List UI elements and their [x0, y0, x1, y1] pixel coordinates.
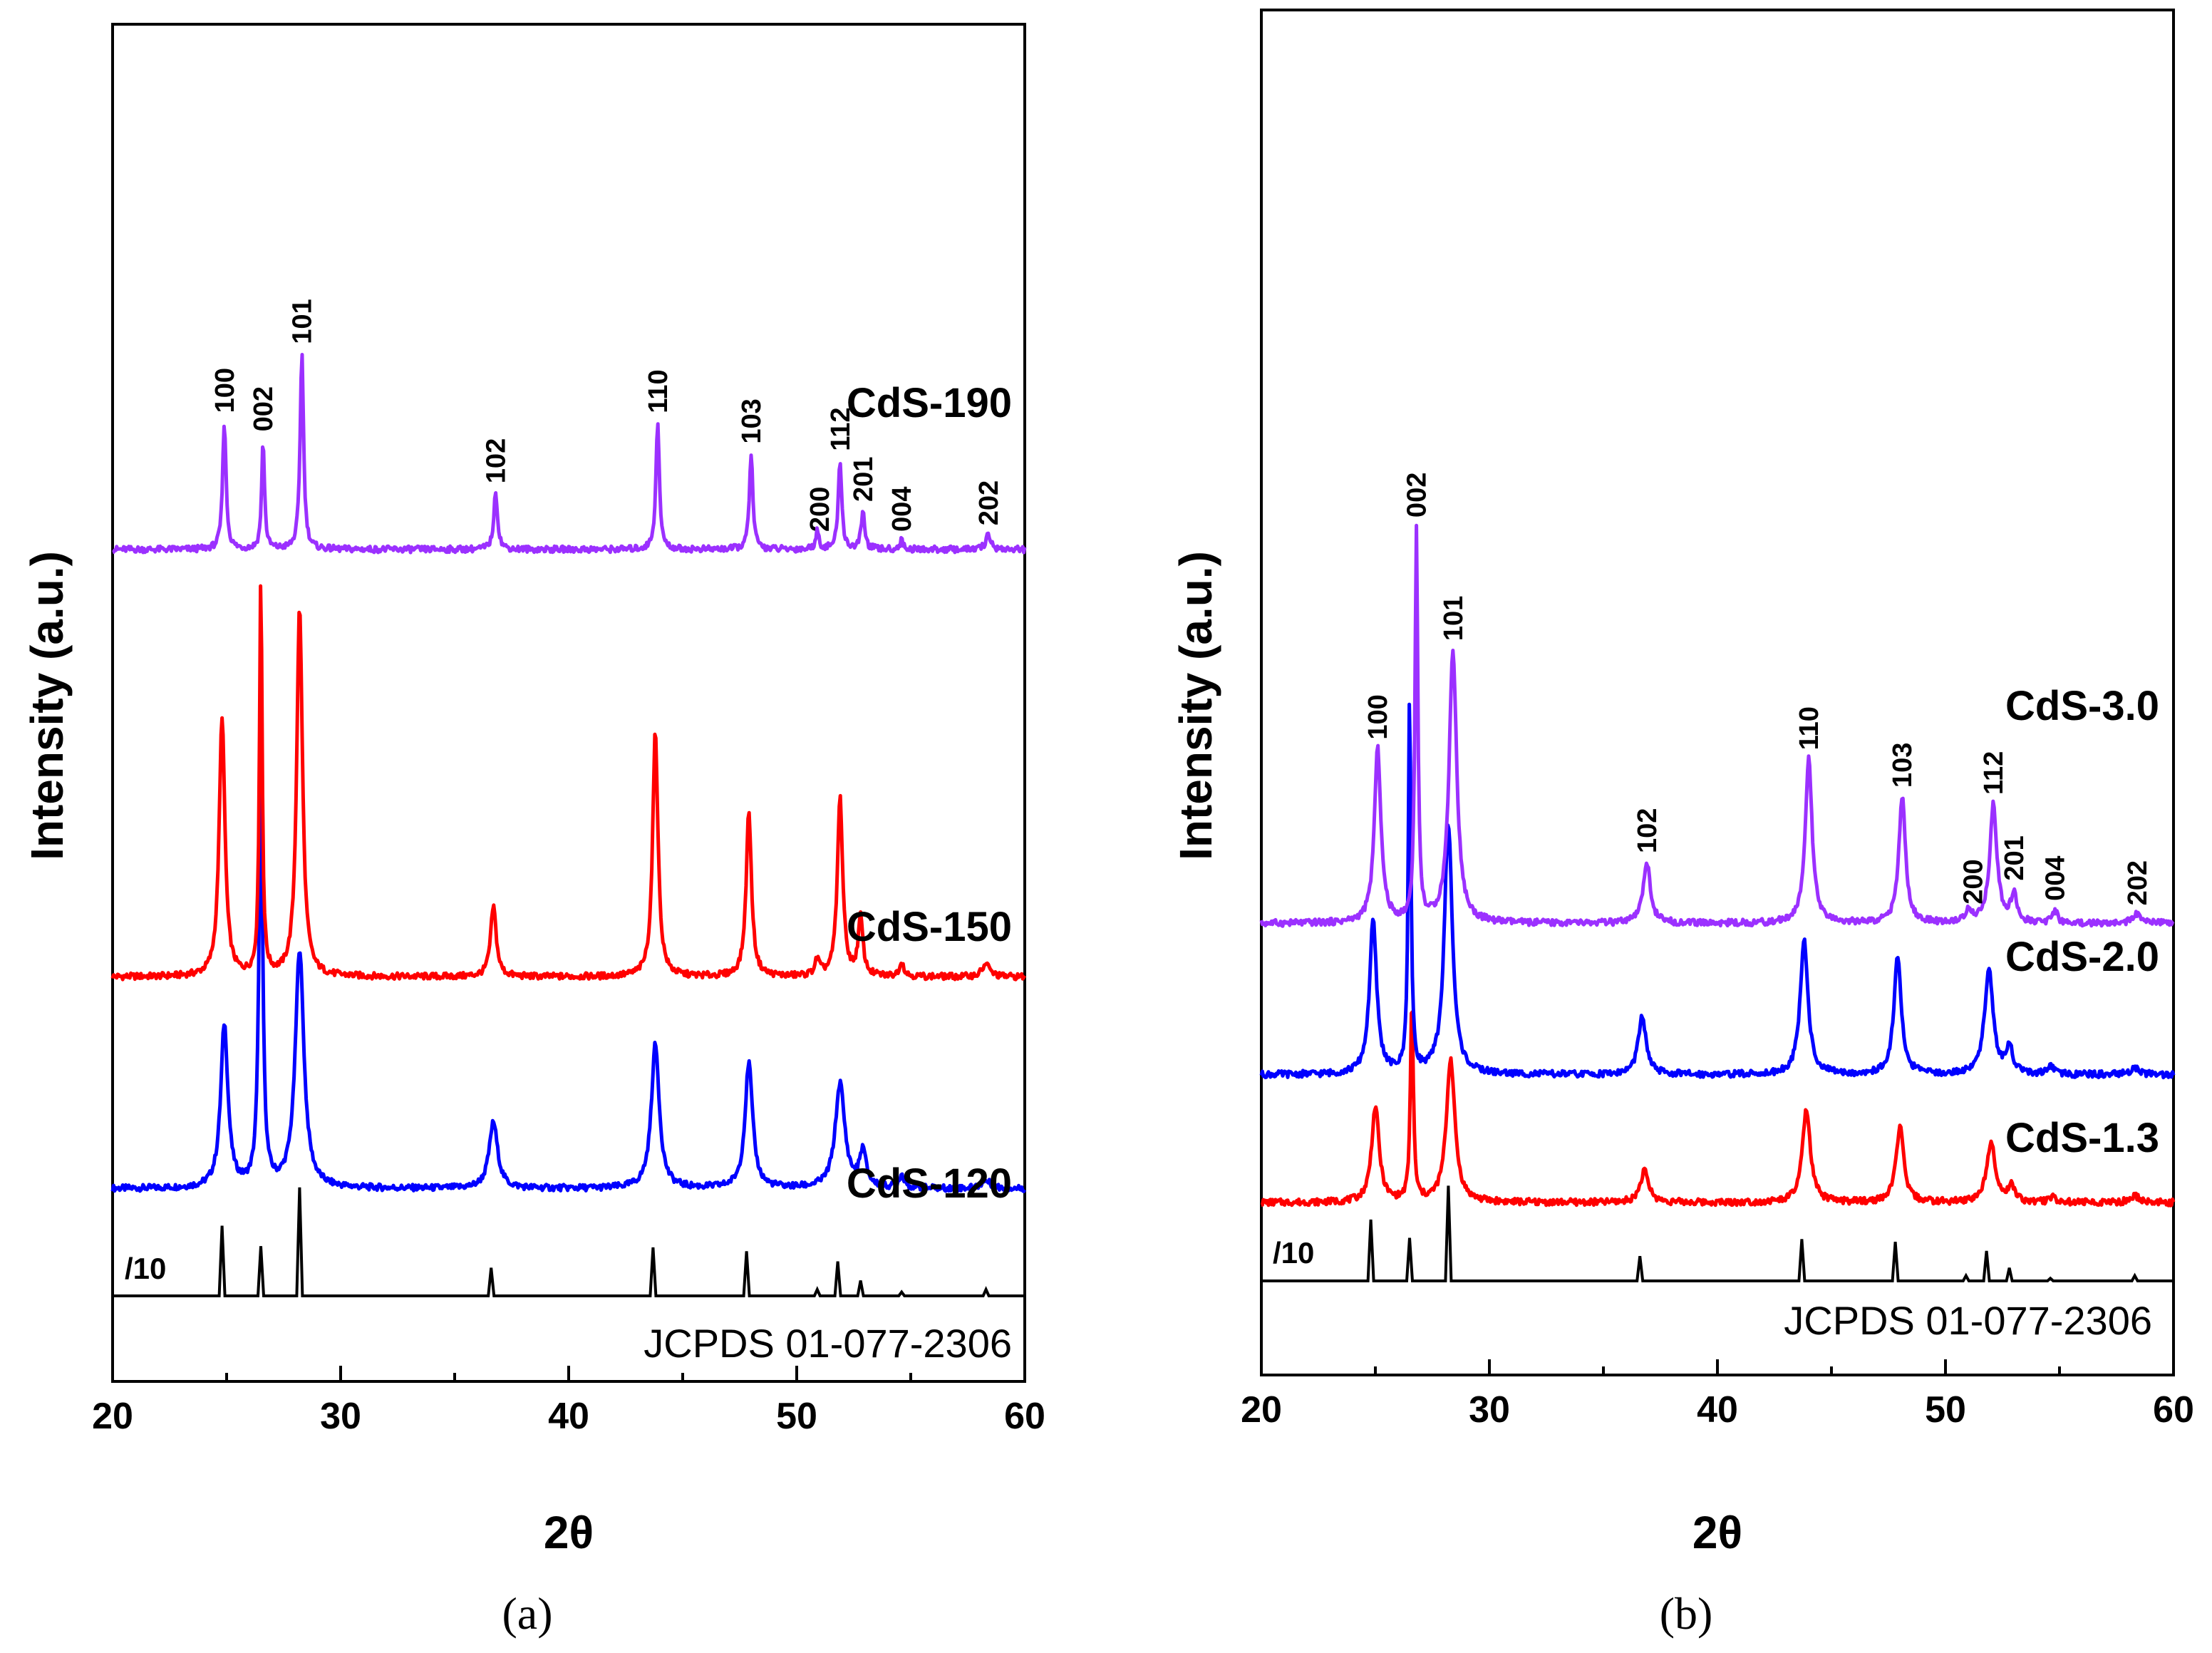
panel-b: 100 002 101 102 110 103 200 112 201 004 202 20 30 40…: [1170, 9, 2194, 1639]
x-axis-label: 2θ: [544, 1507, 594, 1558]
x-tick-label: 30: [1469, 1389, 1510, 1431]
hkl-label-202: 202: [2123, 860, 2153, 905]
series-label-cds-150: CdS-150: [847, 904, 1012, 950]
x-tick-label: 50: [776, 1396, 817, 1437]
series-label-cds-120: CdS-120: [847, 1160, 1012, 1207]
hkl-label-102: 102: [1633, 808, 1663, 853]
panel-a: 100 002 101 102 110 103 200 112 201 004 202 20 30 40…: [21, 23, 1045, 1639]
reference-scale: /10: [1273, 1236, 1314, 1270]
hkl-label-002: 002: [1402, 473, 1432, 517]
series-line-cds-3.0: [1259, 523, 2175, 928]
x-tick-label: 20: [1241, 1389, 1282, 1431]
hkl-label-201: 201: [2000, 835, 2030, 880]
hkl-label-004: 004: [2041, 855, 2071, 900]
y-axis-label: Intensity (a.u.): [1170, 551, 1221, 860]
series-line-cds-150: [110, 584, 1027, 982]
hkl-label-004: 004: [887, 487, 917, 532]
y-axis-label: Intensity (a.u.): [21, 551, 73, 860]
x-tick-label: 20: [92, 1396, 133, 1437]
hkl-label-102: 102: [482, 438, 512, 483]
hkl-label-201: 201: [849, 457, 879, 502]
series-label-cds-3.0: CdS-3.0: [2005, 683, 2159, 729]
reference-label: JCPDS 01-077-2306: [1784, 1298, 2152, 1343]
hkl-label-110: 110: [644, 369, 673, 413]
hkl-label-202: 202: [974, 480, 1004, 525]
series-label-cds-1.3: CdS-1.3: [2005, 1115, 2159, 1161]
hkl-label-100: 100: [1363, 694, 1393, 739]
x-tick-label: 40: [548, 1396, 589, 1437]
reference-label: JCPDS 01-077-2306: [644, 1321, 1012, 1366]
reference-pattern-line: [1261, 1185, 2174, 1282]
hkl-label-100: 100: [210, 368, 240, 413]
hkl-label-103: 103: [737, 398, 767, 443]
x-tick-label: 30: [320, 1396, 361, 1437]
hkl-label-101: 101: [288, 299, 318, 344]
hkl-label-112: 112: [1979, 751, 2009, 795]
series-label-cds-190: CdS-190: [847, 380, 1012, 426]
panel-caption-a: (a): [502, 1588, 552, 1639]
x-tick-label: 40: [1697, 1389, 1738, 1431]
reference-pattern-line: [113, 1187, 1025, 1297]
x-tick-label: 50: [1925, 1389, 1966, 1431]
series-label-cds-2.0: CdS-2.0: [2005, 934, 2159, 980]
x-axis-label: 2θ: [1692, 1507, 1742, 1558]
x-tick-label: 60: [1004, 1396, 1045, 1437]
hkl-label-002: 002: [249, 386, 279, 431]
hkl-label-101: 101: [1439, 596, 1469, 641]
hkl-label-112: 112: [826, 407, 856, 450]
hkl-label-200: 200: [805, 487, 835, 532]
series-line-cds-1.3: [1260, 1010, 2176, 1207]
panel-caption-b: (b): [1660, 1588, 1713, 1639]
series-line-cds-120: [110, 775, 1027, 1193]
series-line-cds-2.0: [1259, 702, 2176, 1080]
x-tick-label: 60: [2153, 1389, 2194, 1431]
reference-scale: /10: [125, 1252, 166, 1285]
series-line-cds-190: [111, 353, 1027, 555]
hkl-label-110: 110: [1794, 706, 1824, 750]
hkl-label-200: 200: [1958, 859, 1988, 904]
hkl-label-103: 103: [1888, 743, 1918, 788]
